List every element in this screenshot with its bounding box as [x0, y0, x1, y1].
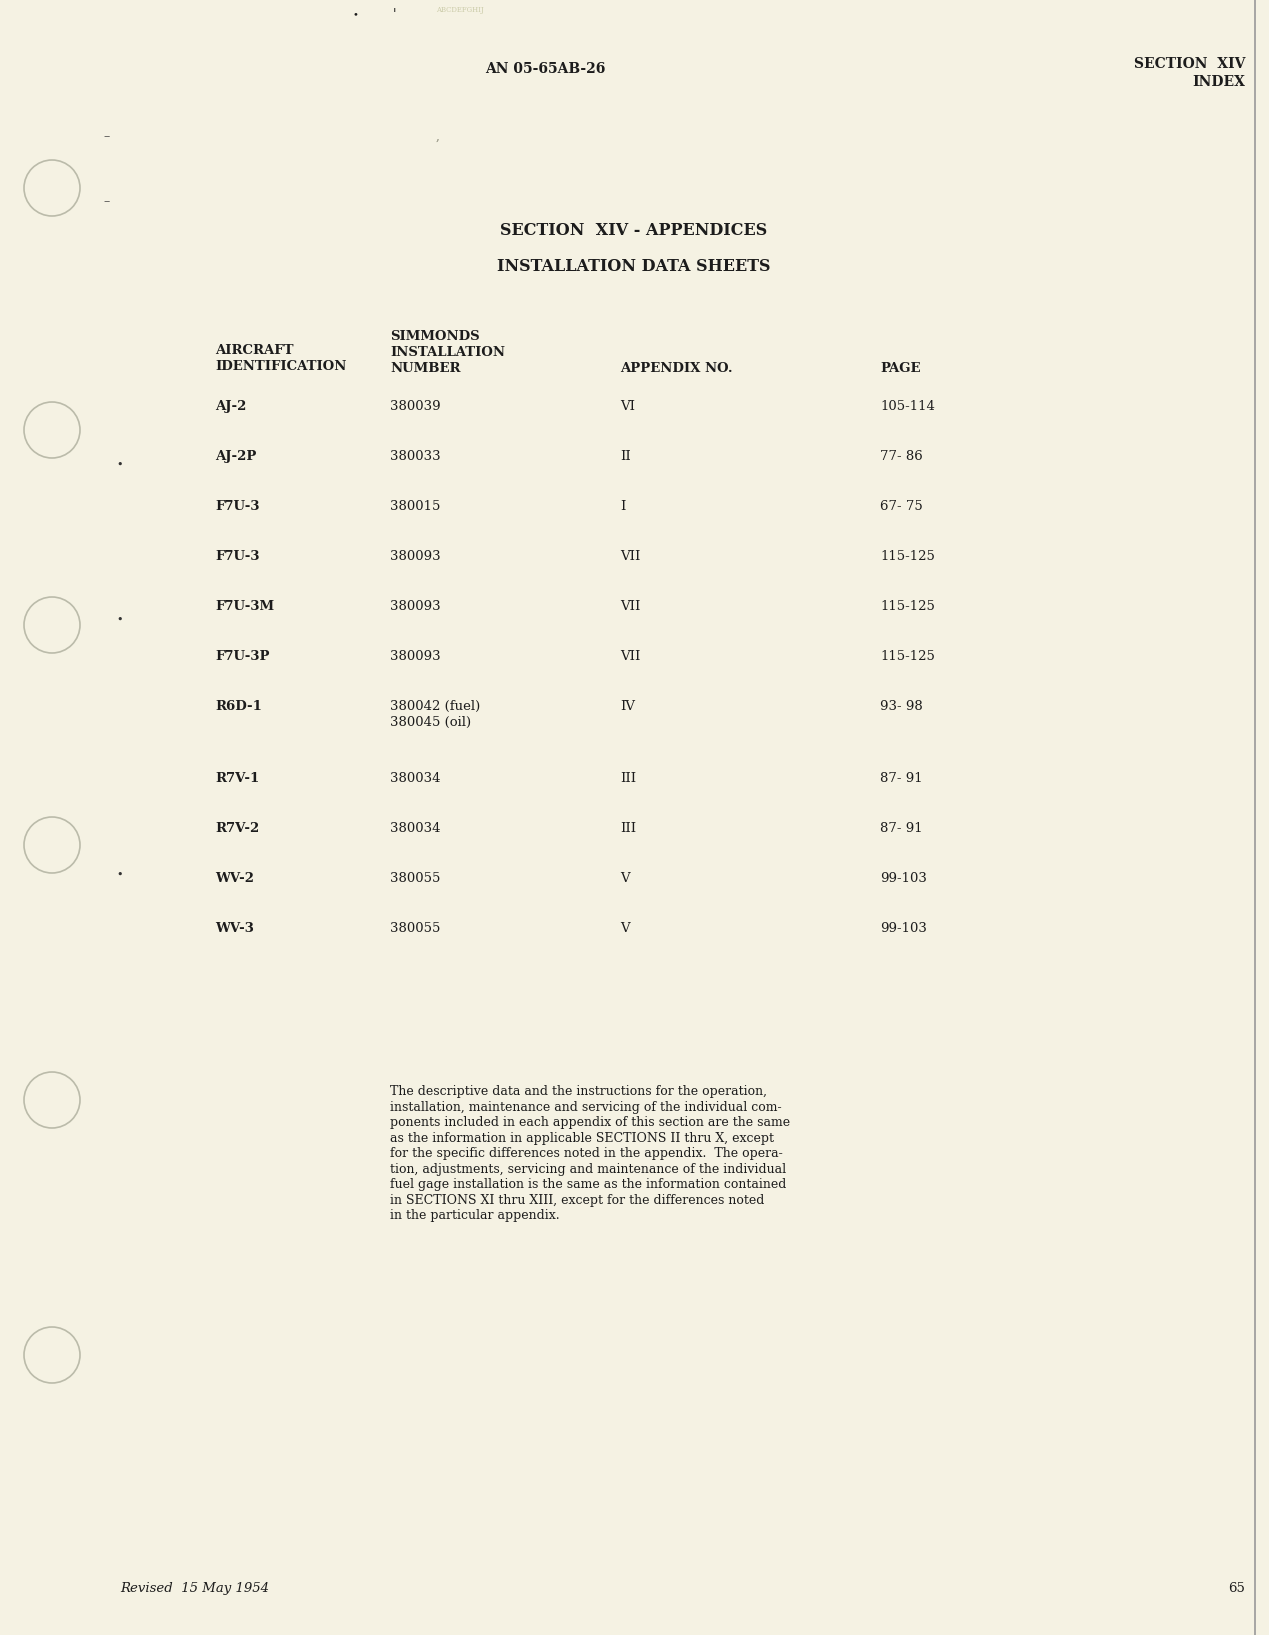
Text: 380055: 380055	[390, 922, 440, 935]
Text: R7V-2: R7V-2	[214, 822, 259, 835]
Text: F7U-3M: F7U-3M	[214, 600, 274, 613]
Text: WV-3: WV-3	[214, 922, 254, 935]
Text: R6D-1: R6D-1	[214, 700, 261, 713]
Text: AN 05-65AB-26: AN 05-65AB-26	[485, 62, 605, 75]
Text: •: •	[117, 615, 123, 625]
Text: ABCDEFGHIJ: ABCDEFGHIJ	[437, 7, 483, 15]
Text: tion, adjustments, servicing and maintenance of the individual: tion, adjustments, servicing and mainten…	[390, 1162, 786, 1176]
Text: III: III	[621, 772, 636, 785]
Text: Revised  15 May 1954: Revised 15 May 1954	[121, 1583, 269, 1596]
Text: 380034: 380034	[390, 822, 440, 835]
Text: The descriptive data and the instructions for the operation,: The descriptive data and the instruction…	[390, 1086, 766, 1099]
Text: VII: VII	[621, 600, 641, 613]
Text: 380055: 380055	[390, 871, 440, 885]
Text: •: •	[117, 870, 123, 880]
Text: V: V	[621, 922, 629, 935]
Text: IV: IV	[621, 700, 634, 713]
Text: VII: VII	[621, 549, 641, 562]
Text: 87- 91: 87- 91	[879, 822, 923, 835]
Text: –: –	[103, 195, 109, 208]
Text: 99-103: 99-103	[879, 871, 926, 885]
Text: 380039: 380039	[390, 401, 440, 414]
Text: 380093: 380093	[390, 651, 440, 664]
Text: ,: ,	[437, 131, 440, 142]
Text: as the information in applicable SECTIONS II thru X, except: as the information in applicable SECTION…	[390, 1131, 774, 1144]
Text: in the particular appendix.: in the particular appendix.	[390, 1208, 560, 1221]
Text: for the specific differences noted in the appendix.  The opera-: for the specific differences noted in th…	[390, 1148, 783, 1159]
Text: 380033: 380033	[390, 450, 440, 463]
Text: 99-103: 99-103	[879, 922, 926, 935]
Text: NUMBER: NUMBER	[390, 361, 461, 374]
Text: INSTALLATION DATA SHEETS: INSTALLATION DATA SHEETS	[497, 258, 770, 275]
Text: PAGE: PAGE	[879, 361, 920, 374]
Text: AJ-2P: AJ-2P	[214, 450, 256, 463]
Text: II: II	[621, 450, 631, 463]
Text: 105-114: 105-114	[879, 401, 935, 414]
Text: R7V-1: R7V-1	[214, 772, 259, 785]
Text: APPENDIX NO.: APPENDIX NO.	[621, 361, 732, 374]
Text: 115-125: 115-125	[879, 651, 935, 664]
Text: INDEX: INDEX	[1192, 75, 1245, 88]
Text: SIMMONDS: SIMMONDS	[390, 330, 480, 343]
Text: 380042 (fuel): 380042 (fuel)	[390, 700, 480, 713]
Text: INSTALLATION: INSTALLATION	[390, 347, 505, 360]
Text: IDENTIFICATION: IDENTIFICATION	[214, 360, 346, 373]
Text: AJ-2: AJ-2	[214, 401, 246, 414]
Text: 115-125: 115-125	[879, 549, 935, 562]
Text: VI: VI	[621, 401, 634, 414]
Text: 380034: 380034	[390, 772, 440, 785]
Text: WV-2: WV-2	[214, 871, 254, 885]
Text: 380045 (oil): 380045 (oil)	[390, 716, 471, 729]
Text: fuel gage installation is the same as the information contained: fuel gage installation is the same as th…	[390, 1177, 787, 1190]
Text: SECTION  XIV - APPENDICES: SECTION XIV - APPENDICES	[500, 222, 768, 239]
Text: VII: VII	[621, 651, 641, 664]
Text: I: I	[621, 500, 626, 513]
Text: V: V	[621, 871, 629, 885]
Text: in SECTIONS XI thru XIII, except for the differences noted: in SECTIONS XI thru XIII, except for the…	[390, 1194, 764, 1207]
Text: 115-125: 115-125	[879, 600, 935, 613]
Text: SECTION  XIV: SECTION XIV	[1133, 57, 1245, 70]
Text: 67- 75: 67- 75	[879, 500, 923, 513]
Text: F7U-3P: F7U-3P	[214, 651, 269, 664]
Text: 380093: 380093	[390, 600, 440, 613]
Text: •: •	[352, 10, 358, 20]
Text: ': '	[393, 8, 397, 21]
Text: 93- 98: 93- 98	[879, 700, 923, 713]
Text: AIRCRAFT: AIRCRAFT	[214, 343, 293, 356]
Text: III: III	[621, 822, 636, 835]
Text: installation, maintenance and servicing of the individual com-: installation, maintenance and servicing …	[390, 1100, 782, 1113]
Text: •: •	[117, 459, 123, 469]
Text: 77- 86: 77- 86	[879, 450, 923, 463]
Text: F7U-3: F7U-3	[214, 500, 259, 513]
Text: 65: 65	[1228, 1583, 1245, 1596]
Text: F7U-3: F7U-3	[214, 549, 259, 562]
Text: –: –	[103, 131, 109, 142]
Text: 380093: 380093	[390, 549, 440, 562]
Text: 87- 91: 87- 91	[879, 772, 923, 785]
Text: 380015: 380015	[390, 500, 440, 513]
Text: ponents included in each appendix of this section are the same: ponents included in each appendix of thi…	[390, 1117, 791, 1130]
